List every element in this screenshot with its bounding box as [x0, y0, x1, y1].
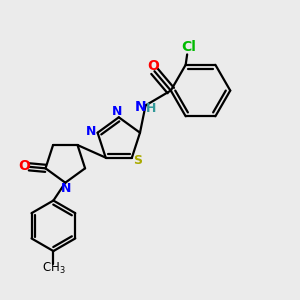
Text: CH$_3$: CH$_3$: [42, 261, 65, 276]
Text: Cl: Cl: [181, 40, 196, 54]
Text: N: N: [112, 106, 122, 118]
Text: N: N: [135, 100, 147, 114]
Text: N: N: [61, 182, 71, 194]
Text: N: N: [86, 125, 96, 138]
Text: O: O: [147, 59, 159, 73]
Text: S: S: [133, 154, 142, 167]
Text: O: O: [18, 159, 30, 173]
Text: H: H: [146, 103, 156, 116]
